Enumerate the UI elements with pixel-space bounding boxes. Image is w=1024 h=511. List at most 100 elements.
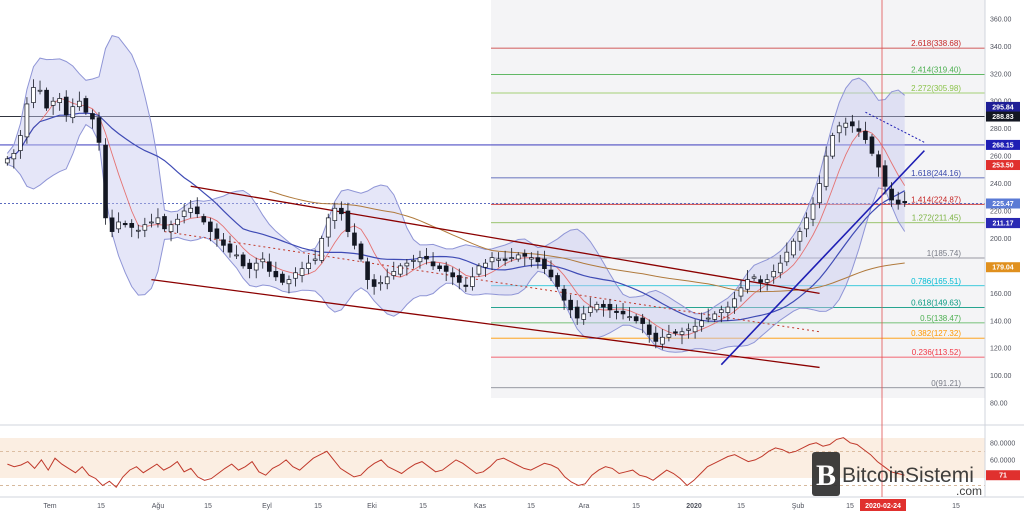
price-tag-box (986, 160, 1020, 171)
candle-body (299, 268, 305, 276)
candle-body (450, 272, 456, 278)
candle-body (221, 239, 226, 246)
price-tag-label: 211.17 (992, 221, 1013, 228)
time-axis[interactable]: Tem 15 Ağu 15 Eyl 15 Eki 15 Kas 15 Ara 15 2020 15 Şub 1… (43, 503, 960, 510)
crosshair-date-label: 2020-02-24 (865, 503, 901, 510)
price-axis-tick-label: 160.00 (990, 291, 1012, 298)
candle-body (732, 298, 737, 308)
time-axis-tick-label: 15 (737, 503, 745, 510)
candle-body (620, 310, 626, 315)
fib-level-label: 2.618(338.68) (911, 39, 961, 48)
candle-body (705, 317, 711, 320)
candle-body (345, 210, 351, 232)
candle-body (771, 271, 777, 278)
channel-lower-line (151, 278, 820, 369)
candle-body (365, 261, 370, 280)
time-axis-tick-label: 15 (952, 503, 960, 510)
candle-body (162, 216, 167, 230)
candle-body (358, 243, 364, 260)
time-axis-tick-label: 15 (314, 503, 322, 510)
price-tag-label: 295.84 (992, 104, 1014, 111)
candle-body (273, 271, 279, 278)
oscillator-value-tag (986, 470, 1020, 481)
candle-body (489, 257, 495, 263)
candle-body (502, 258, 508, 261)
candle-body (758, 279, 763, 283)
resistance-trendline (865, 111, 925, 143)
price-axis-tick-label: 360.00 (990, 16, 1012, 23)
candle-body (666, 334, 672, 338)
candle-body (175, 218, 180, 226)
fib-level-label: 2.414(319.40) (911, 66, 961, 75)
time-axis-tick-label: Ara (579, 503, 590, 510)
candle-body (319, 238, 325, 261)
candle-body (522, 253, 528, 257)
candle-body (712, 313, 718, 320)
time-axis-tick-label: Ağu (152, 503, 165, 510)
candle-body (437, 265, 442, 269)
fib-level-label: 0.786(165.51) (911, 277, 961, 286)
candle-body (810, 203, 816, 220)
candle-body (266, 261, 272, 272)
candle-body (194, 206, 200, 215)
candle-body (227, 243, 233, 253)
candle-body (555, 275, 560, 287)
candle-body (155, 217, 161, 224)
oscillator-line (7, 437, 905, 488)
candle-body (607, 303, 613, 311)
candle-body (791, 240, 796, 256)
price-axis-tick-label: 220.00 (990, 209, 1012, 216)
time-axis-tick-label: Eyl (262, 503, 272, 510)
candle-body (843, 122, 849, 128)
fibonacci-retracement: 0(91.21) 0.236(113.52) 0.382(127.32) 0.5(13… (491, 39, 985, 389)
watermark-logo: B BitcoinSistemi .com (812, 452, 982, 498)
candle-body (24, 103, 30, 138)
price-tag-box (986, 111, 1020, 122)
candle-body (745, 279, 750, 290)
watermark-brand: BitcoinSistemi (842, 464, 974, 487)
price-axis-tick-label: 240.00 (990, 181, 1012, 188)
price-axis-tick-label: 100.00 (990, 373, 1012, 380)
candle-body (443, 265, 449, 272)
time-axis-tick-label: Tem (43, 503, 56, 510)
time-axis-tick-label: 2020 (686, 503, 702, 510)
candle-body (135, 229, 141, 232)
candle-body (895, 199, 901, 205)
candle-body (679, 331, 685, 335)
time-axis-tick-label: 15 (527, 503, 535, 510)
candle-body (542, 258, 547, 269)
price-tag-label: 225.47 (992, 201, 1014, 208)
price-axis-tick-label: 200.00 (990, 236, 1012, 243)
candle-body (594, 303, 600, 311)
bollinger-upper (6, 35, 906, 315)
fib-level-label: 0.382(127.32) (911, 329, 961, 338)
time-axis-tick-label: Kas (474, 503, 487, 510)
candle-body (738, 287, 744, 297)
price-axis[interactable]: 80.00100.00120.00140.00160.00180.00200.0… (990, 16, 1012, 407)
price-tag-box (986, 198, 1020, 209)
watermark-b-icon (812, 452, 840, 496)
fib-level-label: 1.272(211.45) (912, 214, 962, 223)
oscillator-axis-tick-label: 80.0000 (990, 440, 1015, 447)
candle-body (96, 117, 102, 143)
candle-body (568, 299, 573, 311)
candle-body (496, 258, 501, 261)
candle-body (142, 224, 148, 231)
candlesticks (4, 79, 908, 350)
candle-body (129, 223, 135, 228)
candle-body (109, 217, 115, 232)
candle-body (168, 224, 174, 232)
candle-body (660, 336, 665, 345)
candle-body (371, 279, 377, 287)
price-tags: 295.84288.83268.15253.50225.47211.29211.… (986, 101, 1020, 273)
time-axis-tick-label: 15 (97, 503, 105, 510)
bollinger-bands (6, 35, 906, 353)
candle-body (37, 89, 43, 92)
price-axis-tick-label: 80.00 (990, 401, 1008, 408)
candle-body (751, 276, 757, 279)
candle-body (201, 216, 207, 223)
candle-body (686, 328, 691, 331)
candle-body (31, 87, 36, 103)
